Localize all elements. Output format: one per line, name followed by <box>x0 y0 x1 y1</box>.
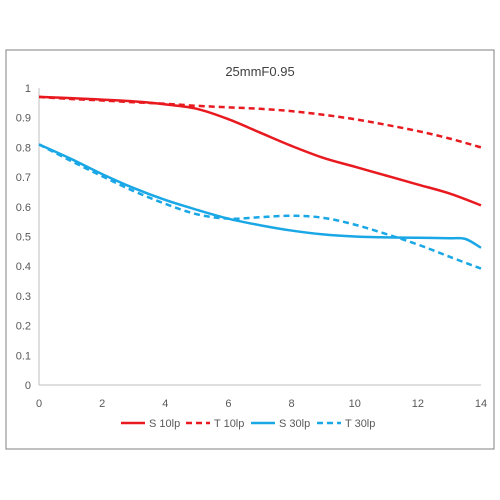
legend: S 10lp T 10lp S 30lp T 30lp <box>121 418 375 430</box>
legend-label-t-30lp: T 30lp <box>345 418 375 430</box>
y-tick-label: 0 <box>25 380 31 392</box>
legend-label-s-30lp: S 30lp <box>279 418 310 430</box>
series-line-t-10lp <box>38 95 482 149</box>
y-axis-ticks: 0 0.1 0.2 0.3 0.4 0.5 0.6 0.7 0.8 0.9 1 <box>16 83 31 392</box>
legend-label-t-10lp: T 10lp <box>214 418 244 430</box>
x-tick-label: 0 <box>36 398 42 410</box>
x-tick-label: 14 <box>475 398 487 410</box>
x-tick-label: 12 <box>412 398 424 410</box>
y-tick-label: 0.9 <box>16 113 31 125</box>
y-tick-label: 0.5 <box>16 232 31 244</box>
series-line-s-30lp <box>38 143 482 249</box>
y-tick-label: 0.1 <box>16 350 31 362</box>
x-tick-label: 2 <box>99 398 105 410</box>
series-layer <box>38 95 482 270</box>
y-tick-label: 1 <box>25 83 31 95</box>
chart-title: 25mmF0.95 <box>225 64 294 79</box>
legend-label-s-10lp: S 10lp <box>149 418 180 430</box>
x-tick-label: 6 <box>225 398 231 410</box>
axes <box>38 88 481 386</box>
y-tick-label: 0.8 <box>16 142 31 154</box>
x-tick-label: 8 <box>289 398 295 410</box>
x-tick-label: 4 <box>162 398 168 410</box>
x-axis-ticks: 0 2 4 6 8 10 12 14 <box>36 398 487 410</box>
y-tick-label: 0.7 <box>16 172 31 184</box>
y-tick-label: 0.6 <box>16 202 31 214</box>
x-tick-label: 10 <box>349 398 361 410</box>
series-line-s-10lp <box>38 95 482 207</box>
y-tick-label: 0.3 <box>16 291 31 303</box>
y-tick-label: 0.4 <box>16 261 31 273</box>
series-line-t-30lp <box>38 143 482 270</box>
y-tick-label: 0.2 <box>16 321 31 333</box>
